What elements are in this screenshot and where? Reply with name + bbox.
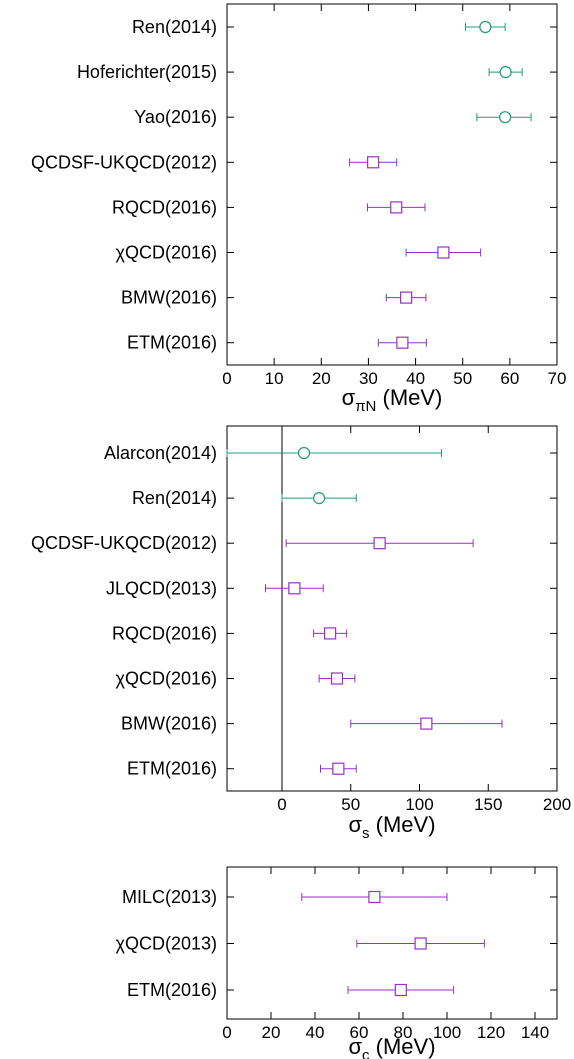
row-label: Yao(2016) — [134, 107, 217, 127]
x-tick-label: 80 — [394, 1023, 413, 1042]
chart-panel-1: 0 10 20 30 40 50 60 70 σπN (MeV) Ren(2014) Hoferic… — [31, 3, 567, 415]
marker-square — [288, 582, 301, 595]
data-point-4 — [265, 582, 324, 595]
x-axis-title-unit: (MeV) — [370, 1034, 436, 1059]
row-label: ETM(2016) — [127, 759, 217, 779]
data-point-2 — [356, 937, 485, 950]
marker-square — [332, 762, 345, 775]
row-label: Hoferichter(2015) — [77, 62, 217, 82]
marker-circle — [479, 20, 492, 34]
marker-circle — [499, 65, 512, 79]
marker-circle — [499, 111, 512, 124]
x-tick-label: 40 — [306, 1023, 325, 1042]
row-label: BMW(2016) — [121, 714, 217, 734]
row-label: Alarcon(2014) — [104, 443, 217, 463]
x-tick-label: 0 — [222, 369, 231, 388]
marker-square — [400, 291, 413, 304]
marker-circle — [313, 492, 326, 505]
x-axis-title-symbol: σ — [348, 1034, 362, 1059]
row-label: RQCD(2016) — [112, 197, 217, 217]
marker-square — [437, 246, 450, 259]
x-axis-title-symbol: σ — [348, 812, 362, 837]
marker-square — [396, 336, 409, 349]
chart-panel-2: 0 50 100 150 200 σs (MeV) Alarcon(2014) Ren(201… — [31, 425, 571, 842]
data-point-3 — [476, 111, 532, 124]
plot-frame — [226, 3, 558, 366]
data-point-1 — [301, 890, 448, 904]
marker-square — [420, 717, 433, 730]
x-tick-label: 50 — [341, 795, 360, 814]
x-tick-label: 20 — [262, 1023, 281, 1042]
x-axis-title-unit: (MeV) — [376, 385, 442, 410]
row-label: RQCD(2016) — [112, 623, 217, 643]
data-point-3 — [285, 537, 474, 550]
row-label: Ren(2014) — [132, 17, 217, 37]
row-label: χQCD(2016) — [116, 243, 217, 263]
row-label: QCDSF-UKQCD(2012) — [31, 152, 217, 172]
x-tick-label: 30 — [359, 369, 378, 388]
data-point-1 — [226, 446, 442, 460]
x-tick-label: 10 — [265, 369, 284, 388]
x-axis-title: σc (MeV) — [348, 1034, 435, 1059]
x-tick-label: 50 — [453, 369, 472, 388]
data-point-7 — [385, 291, 427, 304]
x-tick-label: 200 — [543, 795, 571, 814]
data-point-2 — [281, 492, 357, 505]
x-tick-label: 140 — [521, 1023, 549, 1042]
x-axis-title-subscript: πN — [355, 398, 376, 415]
data-point-5 — [366, 201, 426, 214]
marker-square — [373, 537, 386, 550]
x-tick-label: 60 — [350, 1023, 369, 1042]
row-label: MILC(2013) — [122, 887, 217, 907]
marker-square — [330, 672, 344, 685]
data-point-7 — [350, 717, 503, 730]
row-label: ETM(2016) — [127, 333, 217, 353]
x-axis-title-symbol: σ — [342, 385, 356, 410]
row-label: Ren(2014) — [132, 488, 217, 508]
data-point-1 — [465, 20, 506, 34]
x-axis-title-subscript: c — [362, 1047, 370, 1059]
row-label: χQCD(2016) — [116, 669, 217, 689]
data-point-8 — [320, 762, 357, 775]
marker-circle — [297, 446, 311, 460]
data-point-5 — [313, 627, 348, 640]
x-tick-label: 100 — [433, 1023, 461, 1042]
x-axis-title: σs (MeV) — [348, 812, 435, 842]
x-axis-title: σπN (MeV) — [342, 385, 443, 415]
x-tick-label: 20 — [312, 369, 331, 388]
chart-panel-3: 0 20 40 60 80 100 120 140 σc (MeV) MILC(2013) χQCD… — [116, 866, 558, 1059]
row-label: BMW(2016) — [121, 288, 217, 308]
x-tick-label: 120 — [477, 1023, 505, 1042]
x-tick-label: 60 — [500, 369, 519, 388]
marker-square — [324, 627, 337, 640]
marker-square — [368, 890, 381, 904]
row-label: QCDSF-UKQCD(2012) — [31, 533, 217, 553]
data-point-4 — [349, 156, 398, 169]
marker-square — [414, 937, 427, 950]
plot-frame — [226, 425, 558, 792]
x-tick-label: 100 — [405, 795, 433, 814]
x-tick-label: 0 — [222, 1023, 231, 1042]
row-label: JLQCD(2013) — [106, 578, 217, 598]
row-label: ETM(2016) — [127, 980, 217, 1000]
data-point-6 — [318, 672, 356, 685]
data-point-6 — [405, 246, 482, 259]
x-axis-title-subscript: s — [362, 825, 370, 842]
data-point-3 — [347, 983, 455, 997]
marker-square — [394, 983, 407, 997]
row-label: χQCD(2013) — [116, 934, 217, 954]
x-tick-label: 70 — [548, 369, 567, 388]
data-point-2 — [488, 65, 523, 79]
x-axis-title-unit: (MeV) — [370, 812, 436, 837]
x-tick-label: 40 — [406, 369, 425, 388]
data-point-8 — [377, 336, 427, 349]
x-tick-label: 0 — [277, 795, 286, 814]
marker-square — [367, 156, 380, 169]
x-tick-label: 150 — [474, 795, 502, 814]
marker-square — [390, 201, 403, 214]
